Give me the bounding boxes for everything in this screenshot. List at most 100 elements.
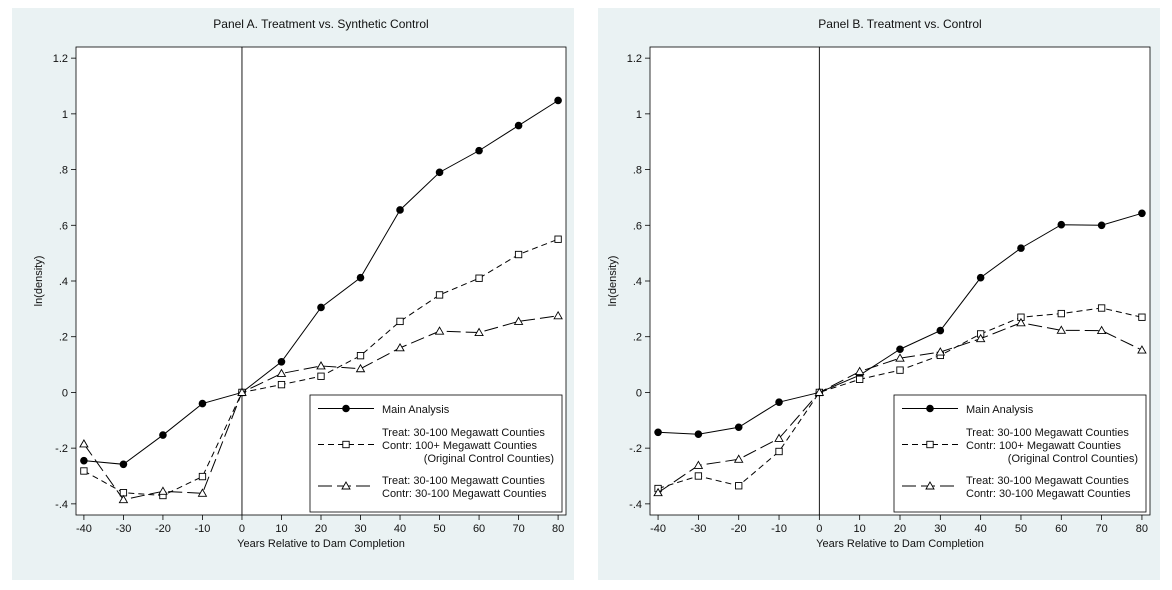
x-tick-label: 30	[934, 523, 946, 535]
legend-marker-3	[925, 481, 935, 490]
y-tick-label: 1	[636, 109, 642, 121]
x-tick-label: -10	[194, 523, 210, 535]
legend-label: Contr: 100+ Megawatt Counties	[382, 440, 538, 452]
y-tick-label: .8	[633, 165, 642, 177]
data-point	[514, 121, 523, 130]
y-tick-label: -.2	[629, 443, 642, 455]
data-point	[694, 472, 703, 480]
data-point	[118, 494, 129, 504]
data-point	[276, 368, 287, 377]
data-point	[1056, 325, 1067, 334]
x-tick-label: -20	[731, 523, 747, 535]
legend-box	[309, 394, 563, 513]
y-tick-label: -.4	[629, 499, 642, 511]
data-point	[435, 168, 444, 177]
data-point	[936, 326, 945, 335]
data-point	[735, 482, 743, 490]
data-point	[355, 363, 366, 373]
x-tick-label: 60	[1055, 523, 1067, 535]
data-point	[277, 380, 286, 389]
data-point	[435, 291, 444, 299]
data-point	[395, 342, 405, 352]
y-tick-label: -.4	[55, 499, 68, 511]
y-axis-label: ln(density)	[607, 256, 619, 307]
data-point	[317, 303, 325, 312]
y-tick-label: 0	[62, 387, 68, 399]
data-point	[158, 486, 168, 495]
data-point	[197, 488, 208, 497]
data-point	[856, 375, 864, 383]
y-axis-label: ln(density)	[33, 256, 45, 307]
data-point	[475, 274, 483, 282]
data-point	[734, 423, 743, 432]
data-point	[277, 357, 286, 366]
legend-marker-2	[342, 440, 350, 449]
data-point	[159, 431, 167, 439]
legend-label: Main Analysis	[966, 404, 1034, 416]
y-tick-label: -.2	[55, 443, 68, 455]
data-point	[514, 250, 523, 259]
legend-label: Contr: 30-100 Megawatt Counties	[382, 488, 547, 500]
legend: Main Analysis Treat: 30-100 Megawatt Coun…	[893, 394, 1147, 513]
legend-label: Treat: 30-100 Megawatt Counties	[382, 475, 545, 487]
data-point	[1137, 345, 1147, 354]
x-tick-label: -40	[650, 523, 666, 535]
data-point	[79, 439, 89, 448]
data-point	[513, 316, 524, 325]
legend-label: Contr: 30-100 Megawatt Counties	[966, 488, 1131, 500]
data-point	[1138, 209, 1146, 218]
y-tick-label: .6	[59, 220, 68, 232]
data-point	[434, 326, 445, 335]
x-tick-label: -30	[115, 523, 131, 535]
data-point	[694, 430, 703, 439]
data-point	[237, 387, 247, 396]
data-point	[396, 206, 404, 214]
data-point	[80, 467, 88, 475]
y-tick-label: 1.2	[627, 53, 642, 65]
data-point	[475, 146, 483, 155]
legend-label: (Original Control Counties)	[424, 453, 554, 465]
legend-label: Treat: 30-100 Megawatt Counties	[966, 475, 1129, 487]
data-point	[119, 460, 128, 469]
data-point	[895, 353, 905, 362]
data-point	[554, 96, 562, 105]
x-axis-label: Years Relative to Dam Completion	[237, 538, 405, 550]
data-point	[1057, 309, 1065, 318]
data-point	[1097, 221, 1106, 230]
x-tick-label: -20	[155, 523, 171, 535]
x-tick-label: 50	[433, 523, 445, 535]
data-point	[553, 310, 563, 320]
legend-marker-2	[926, 440, 934, 449]
data-point	[1057, 220, 1066, 229]
data-point	[774, 433, 784, 442]
x-tick-label: 40	[394, 523, 406, 535]
x-tick-label: -40	[76, 523, 92, 535]
x-tick-label: 80	[1136, 523, 1148, 535]
legend-label: Treat: 30-100 Megawatt Counties	[382, 427, 545, 439]
panel-b: Panel B. Treatment vs. Control -.4 -.2 0 .2.…	[598, 8, 1160, 580]
x-tick-label: 60	[473, 523, 485, 535]
data-point	[80, 456, 88, 465]
x-tick-label: 50	[1015, 523, 1027, 535]
legend: Main Analysis Treat: 30-100 Megawatt Coun…	[309, 394, 563, 513]
y-tick-label: .2	[59, 332, 68, 344]
data-point	[356, 273, 365, 282]
legend-box	[893, 394, 1147, 513]
y-tick-label: .4	[633, 276, 642, 288]
legend-marker-1	[926, 404, 934, 413]
legend-label: (Original Control Counties)	[1008, 453, 1138, 465]
data-point	[814, 387, 825, 396]
data-point	[554, 235, 562, 243]
x-tick-label: -30	[690, 523, 706, 535]
data-point	[198, 472, 207, 481]
data-point	[775, 398, 783, 406]
data-point	[976, 273, 985, 282]
y-tick-label: 1	[62, 109, 68, 121]
data-point	[733, 454, 744, 463]
data-point	[1138, 313, 1146, 321]
data-point	[693, 460, 704, 469]
data-point	[654, 428, 662, 437]
panel-title: Panel B. Treatment vs. Control	[818, 17, 981, 31]
legend-label: Main Analysis	[382, 404, 450, 416]
